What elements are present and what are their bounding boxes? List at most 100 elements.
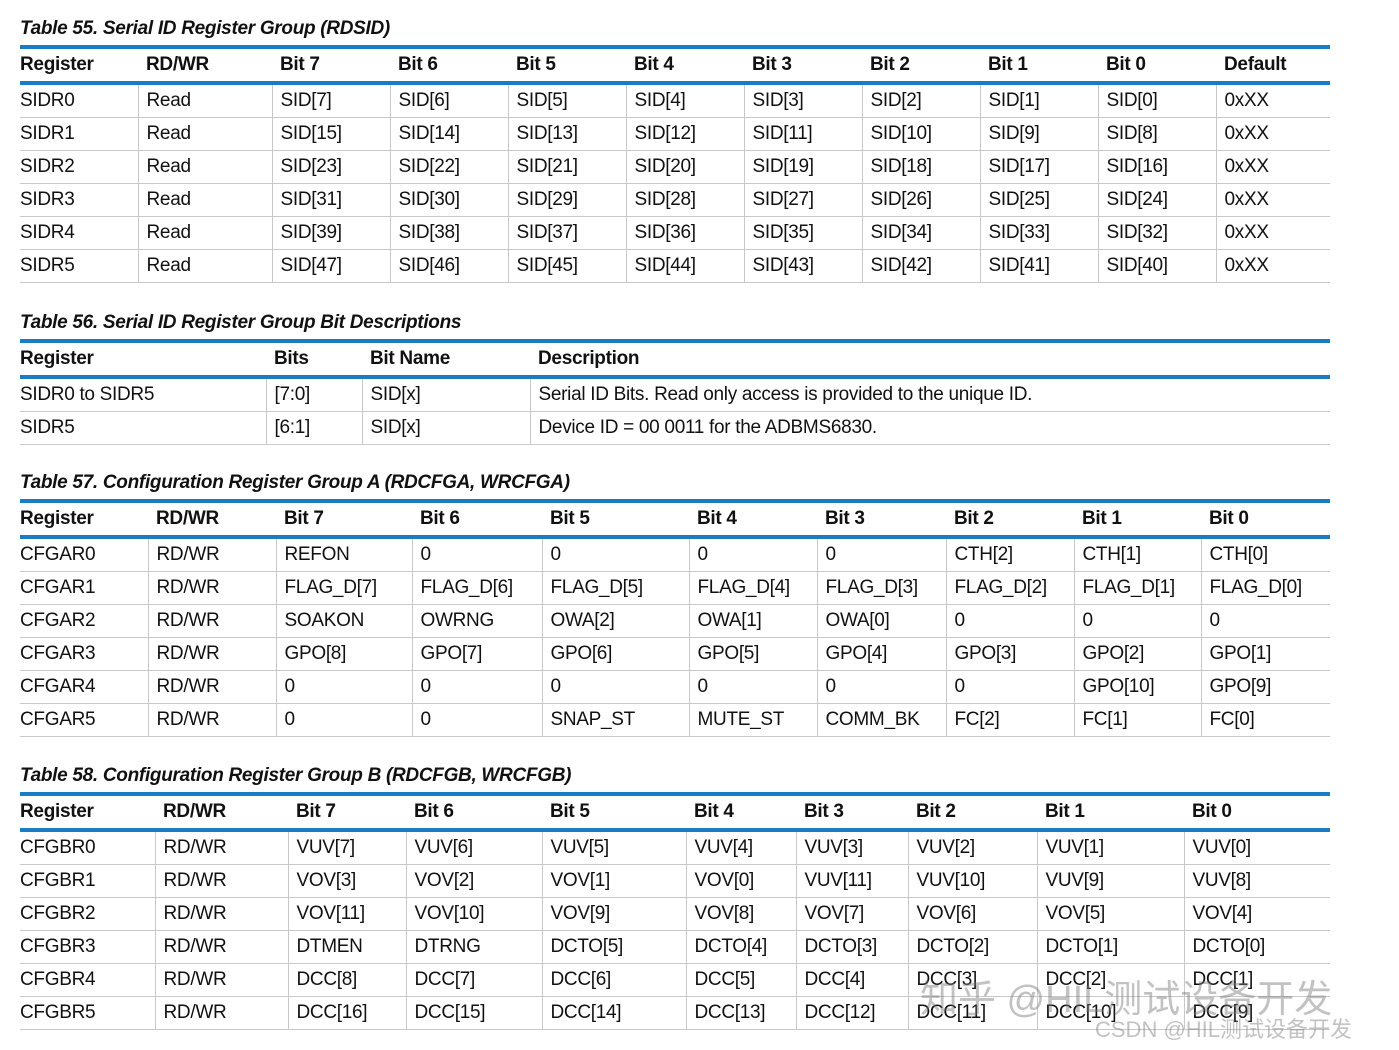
- header-row: Register Bits Bit Name Description: [20, 341, 1330, 377]
- table-cell: SID[4]: [625, 83, 744, 118]
- table-cell: SIDR0 to SIDR5: [20, 377, 266, 412]
- table-cell: DCC[13]: [685, 996, 796, 1030]
- header-cell: Bit 6: [398, 54, 438, 75]
- table-cell: FLAG_D[2]: [945, 571, 1074, 605]
- table-cell: SID[10]: [861, 117, 980, 151]
- table-cell: SIDR4: [20, 216, 138, 250]
- table-body: SIDR0 to SIDR5 [7:0] SID[x] Serial ID Bits.…: [20, 377, 1330, 445]
- table-cell: VUV[9]: [1036, 864, 1184, 898]
- table-cell: CFGBR3: [20, 930, 155, 964]
- table-cell: SID[33]: [979, 216, 1098, 250]
- table-row: SIDR0 to SIDR5 [7:0] SID[x] Serial ID Bits.…: [20, 377, 1330, 412]
- table-cell: SID[22]: [389, 150, 508, 184]
- table-cell: DCC[1]: [1183, 963, 1330, 997]
- table-cell: SID[27]: [743, 183, 862, 217]
- header-cell: Bit Name: [370, 348, 450, 369]
- header-cell: Register: [20, 801, 94, 822]
- table-cell: 0: [541, 537, 689, 572]
- table-cell: 0: [816, 537, 946, 572]
- table-cell: SID[7]: [271, 83, 390, 118]
- table-cell: SID[26]: [861, 183, 980, 217]
- watermark: CSDN @HIL测试设备开发: [1095, 1017, 1353, 1042]
- table-cell: SID[15]: [271, 117, 390, 151]
- table-cell: Device ID = 00 0011 for the ADBMS6830.: [529, 411, 1330, 445]
- table-row: SIDR1 Read SID[15] SID[14] SID[13] SID[12] SID…: [20, 117, 1330, 151]
- header-row: Register RD/WR Bit 7 Bit 6 Bit 5 Bit 4 Bit 3 Bi…: [20, 794, 1330, 830]
- table-cell: VUV[3]: [795, 830, 908, 865]
- header-cell: Bit 0: [1192, 801, 1232, 822]
- table-cell: CFGBR1: [20, 864, 155, 898]
- table-cell: GPO[4]: [816, 637, 946, 671]
- table-cell: DCC[4]: [795, 963, 908, 997]
- table-cell: VUV[2]: [907, 830, 1037, 865]
- table-cell: DCTO[3]: [795, 930, 908, 964]
- header-cell: Bit 0: [1106, 54, 1146, 75]
- table-body: CFGAR0 RD/WR REFON 0 0 0 0 CTH[2] CTH[1] CTH[0] CF…: [20, 537, 1330, 737]
- header-cell: Bit 1: [1082, 508, 1122, 529]
- table-cell: OWA[1]: [688, 604, 817, 638]
- table-cell: VOV[10]: [405, 897, 542, 931]
- table-cell: [7:0]: [265, 377, 362, 412]
- table-row: SIDR4 Read SID[39] SID[38] SID[37] SID[36] SID…: [20, 216, 1330, 250]
- table-row: CFGBR2 RD/WR VOV[11] VOV[10] VOV[9] VOV[8] VOV…: [20, 897, 1330, 931]
- table-cell: SID[21]: [507, 150, 626, 184]
- table-cell: SIDR2: [20, 150, 138, 184]
- table-row: CFGAR3 RD/WR GPO[8] GPO[7] GPO[6] GPO[5] GPO[4…: [20, 637, 1330, 671]
- table-cell: 0: [945, 604, 1074, 638]
- table-row: CFGBR5 RD/WR DCC[16] DCC[15] DCC[14] DCC[13] D…: [20, 996, 1330, 1030]
- table-cell: DCC[14]: [541, 996, 686, 1030]
- header-cell: Bit 2: [954, 508, 994, 529]
- table-cell: Serial ID Bits. Read only access is prov…: [529, 377, 1330, 412]
- table-cell: 0: [688, 670, 817, 704]
- header-cell: Bit 7: [296, 801, 336, 822]
- table-cell: DCC[7]: [405, 963, 542, 997]
- table-cell: 0: [688, 537, 817, 572]
- table-header: Register RD/WR Bit 7 Bit 6 Bit 5 Bit 4 Bit 3 Bi…: [20, 501, 1330, 537]
- table-cell: SID[34]: [861, 216, 980, 250]
- table-row: SIDR0 Read SID[7] SID[6] SID[5] SID[4] SID[3] S…: [20, 83, 1330, 118]
- table-cell: SID[31]: [271, 183, 390, 217]
- table: Register Bits Bit Name Description SIDR0 to …: [20, 339, 1330, 445]
- table-cell: DCC[3]: [907, 963, 1037, 997]
- table-cell: VOV[5]: [1036, 897, 1184, 931]
- table-cell: FLAG_D[3]: [816, 571, 946, 605]
- table-section: Table 55. Serial ID Register Group (RDSI…: [20, 17, 1330, 283]
- header-cell: Bits: [274, 348, 309, 369]
- table-cell: SID[32]: [1097, 216, 1216, 250]
- table-cell: SID[0]: [1097, 83, 1216, 118]
- table-section: Table 56. Serial ID Register Group Bit D…: [20, 311, 1330, 445]
- table-cell: DCTO[2]: [907, 930, 1037, 964]
- table-cell: CFGBR2: [20, 897, 155, 931]
- table-cell: DCC[10]: [1036, 996, 1184, 1030]
- table-title: Table 55. Serial ID Register Group (RDSI…: [20, 18, 390, 39]
- table-cell: RD/WR: [154, 930, 288, 964]
- table-cell: 0: [541, 670, 689, 704]
- table-cell: VUV[10]: [907, 864, 1037, 898]
- table-cell: GPO[6]: [541, 637, 689, 671]
- table-cell: FLAG_D[1]: [1073, 571, 1201, 605]
- table-cell: VOV[3]: [287, 864, 406, 898]
- table-cell: FLAG_D[4]: [688, 571, 817, 605]
- header-row: Register RD/WR Bit 7 Bit 6 Bit 5 Bit 4 Bit 3 Bi…: [20, 501, 1330, 537]
- table-cell: RD/WR: [147, 571, 276, 605]
- table-cell: DCTO[0]: [1183, 930, 1330, 964]
- table-body: SIDR0 Read SID[7] SID[6] SID[5] SID[4] SID[3] S…: [20, 83, 1330, 283]
- table-cell: VUV[6]: [405, 830, 542, 865]
- table-row: SIDR3 Read SID[31] SID[30] SID[29] SID[28] SID…: [20, 183, 1330, 217]
- table-cell: 0xXX: [1215, 249, 1330, 283]
- table-cell: CFGAR0: [20, 537, 148, 572]
- table-title: Table 56. Serial ID Register Group Bit D…: [20, 312, 462, 333]
- table-cell: DCC[11]: [907, 996, 1037, 1030]
- header-cell: Bit 1: [988, 54, 1028, 75]
- table-section: Table 57. Configuration Register Group A…: [20, 471, 1330, 737]
- table-cell: SIDR1: [20, 117, 138, 151]
- table-section: Table 58. Configuration Register Group B…: [20, 764, 1330, 1030]
- table-row: CFGAR0 RD/WR REFON 0 0 0 0 CTH[2] CTH[1] CTH[0]: [20, 537, 1330, 572]
- table-cell: VUV[0]: [1183, 830, 1330, 865]
- table-cell: RD/WR: [154, 830, 288, 865]
- table-body: CFGBR0 RD/WR VUV[7] VUV[6] VUV[5] VUV[4] VUV[3…: [20, 830, 1330, 1030]
- table-cell: SID[30]: [389, 183, 508, 217]
- table-cell: VOV[8]: [685, 897, 796, 931]
- table-cell: RD/WR: [154, 963, 288, 997]
- table-cell: 0: [275, 703, 412, 737]
